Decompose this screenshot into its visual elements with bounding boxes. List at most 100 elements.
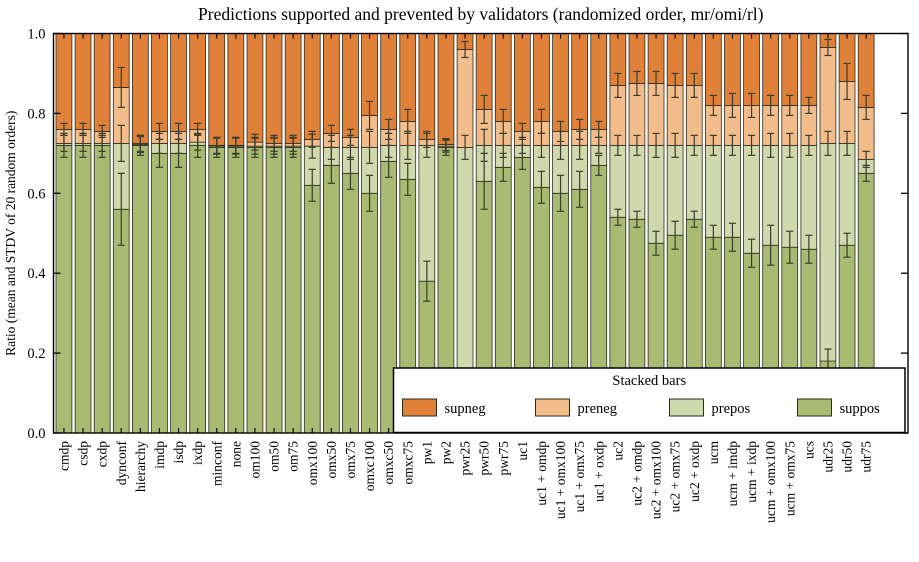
bar-segment-preneg	[819, 47, 837, 144]
legend-swatch-suppos	[797, 398, 832, 417]
bar-segment-supneg	[265, 33, 283, 144]
bar-segment-supneg	[322, 33, 340, 134]
x-tick-label: uc2 + omdp	[629, 441, 644, 506]
x-tick-label: ixdp	[190, 441, 205, 465]
legend-swatch-supneg	[402, 398, 437, 417]
bar-segment-supneg	[762, 33, 780, 106]
bar-segment-suppos	[322, 164, 340, 434]
x-tick-label: pwr50	[477, 441, 492, 476]
bar-segment-supneg	[571, 33, 589, 130]
x-tick-label: dynconf	[114, 441, 129, 486]
x-tick-label: hierarchy	[133, 441, 148, 492]
x-tick-label: omx50	[324, 441, 339, 479]
bar-segment-prepos	[743, 144, 760, 254]
x-tick-label: uc2 + oxdp	[687, 441, 702, 502]
bar-segment-suppos	[151, 152, 168, 434]
bar-segment-supneg	[189, 33, 206, 130]
x-tick-label: minconf	[209, 441, 224, 486]
bar-segment-supneg	[418, 33, 436, 140]
bar-segment-suppos	[170, 152, 187, 434]
bar-segment-supneg	[781, 33, 799, 106]
bar-segment-supneg	[552, 33, 569, 132]
bar-segment-suppos	[74, 144, 92, 434]
x-tick-label: pw1	[419, 441, 434, 464]
bar-segment-supneg	[342, 33, 359, 138]
bar-segment-suppos	[342, 172, 359, 434]
x-tick-label: pw2	[438, 441, 453, 464]
x-tick-label: om75	[286, 441, 301, 472]
y-tick-label: 1.0	[27, 27, 45, 43]
x-tick-label: imdp	[152, 441, 167, 469]
x-tick-label: udr50	[840, 441, 855, 473]
bar-segment-supneg	[303, 33, 321, 140]
legend-title: Stacked bars	[612, 373, 686, 389]
x-tick-label: ucm + imdp	[725, 441, 740, 507]
bar-segment-supneg	[55, 33, 73, 130]
bar-segment-supneg	[246, 33, 264, 143]
chart-title: Predictions supported and prevented by v…	[198, 4, 764, 24]
x-tick-label: uc1 + omx100	[553, 441, 568, 519]
x-tick-label: ucm + omx100	[763, 441, 778, 523]
x-tick-label: csdp	[76, 441, 91, 466]
legend-label-supneg: supneg	[445, 401, 486, 417]
bar-segment-supneg	[151, 33, 168, 132]
x-tick-label: omxc50	[381, 441, 396, 485]
bar-segment-supneg	[208, 33, 226, 146]
x-tick-label: uc2 + omx75	[668, 441, 683, 513]
bar-segment-suppos	[208, 146, 226, 434]
x-tick-label: omx75	[343, 441, 358, 479]
x-tick-label: omxc75	[400, 441, 415, 485]
bar-segment-prepos	[647, 144, 665, 244]
legend-label-preneg: preneg	[578, 401, 617, 417]
x-tick-label: isdp	[171, 441, 186, 464]
legend-swatch-prepos	[669, 398, 704, 417]
x-tick-label: omxc100	[362, 441, 377, 491]
bar-segment-supneg	[74, 33, 92, 130]
x-tick-label: omx100	[305, 441, 320, 486]
y-tick-label: 0.8	[27, 106, 45, 122]
bar-segment-supneg	[590, 33, 608, 130]
bar-segment-supneg	[437, 33, 455, 145]
x-tick-label: uc1	[515, 441, 530, 461]
bar-segment-prepos	[800, 144, 818, 250]
x-tick-label: none	[228, 441, 243, 467]
bar-segment-suppos	[227, 146, 245, 434]
bar-segment-suppos	[246, 146, 264, 434]
x-tick-label: uc2 + omx100	[649, 441, 664, 519]
x-tick-label: uc1 + omx75	[572, 441, 587, 513]
y-tick-label: 0.0	[27, 426, 45, 442]
x-tick-label: ucs	[801, 441, 816, 459]
bar-segment-supneg	[93, 33, 111, 132]
x-tick-label: pwr75	[496, 441, 511, 476]
bar-segment-supneg	[284, 33, 302, 144]
bar-segment-supneg	[131, 33, 149, 144]
bar-segment-preneg	[456, 49, 474, 148]
bar-segment-supneg	[533, 33, 550, 122]
x-tick-label: uc1 + oxdp	[591, 441, 606, 502]
x-tick-label: ucm + omx75	[782, 441, 797, 516]
x-tick-label: uc2	[610, 441, 625, 461]
bar-segment-prepos	[838, 142, 856, 246]
y-tick-label: 0.2	[27, 346, 45, 362]
bar-segment-suppos	[303, 184, 321, 434]
bar-segment-supneg	[227, 33, 245, 146]
bar-segment-supneg	[514, 33, 531, 132]
bar-segment-supneg	[380, 33, 398, 130]
x-tick-label: cxdp	[95, 441, 110, 467]
bar-segment-suppos	[284, 146, 302, 434]
bar-segment-prepos	[628, 144, 646, 220]
x-tick-label: pwr25	[458, 441, 473, 476]
bar-segment-prepos	[456, 146, 474, 382]
bar-segment-supneg	[399, 33, 417, 122]
bar-segment-suppos	[55, 144, 73, 434]
bar-segment-prepos	[705, 144, 722, 238]
legend-label-prepos: prepos	[712, 401, 751, 417]
bar-segment-suppos	[131, 144, 149, 434]
legend-label-suppos: suppos	[840, 401, 881, 417]
bar-segment-supneg	[705, 33, 722, 106]
bar-segment-prepos	[609, 144, 627, 218]
x-tick-label: ucm	[706, 441, 721, 465]
x-tick-label: udr25	[820, 441, 835, 473]
